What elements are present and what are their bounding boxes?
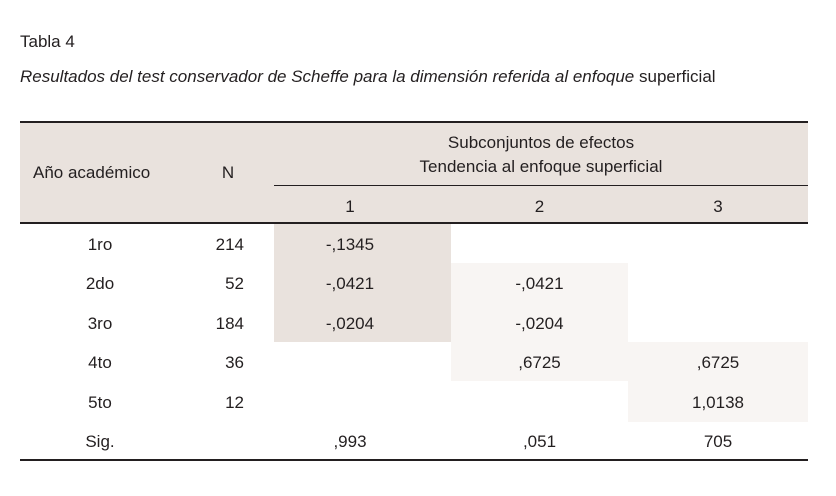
- row-1-n: 214: [215, 235, 244, 254]
- row-3-year: 3ro: [87, 314, 113, 333]
- subset-3-shading: [628, 342, 808, 422]
- row-1-year: 1ro: [87, 235, 113, 254]
- row-5-year: 5to: [88, 393, 112, 412]
- row-4-year: 4to: [88, 353, 112, 372]
- sig-label: Sig.: [85, 432, 115, 451]
- header-bottom-rule: [20, 222, 808, 224]
- header-year: Año académico: [33, 163, 151, 182]
- subset-1-shading: [274, 224, 451, 342]
- row-1-subset-1: -,1345: [325, 235, 375, 254]
- header-n: N: [221, 163, 235, 182]
- scheffe-results-table: Año académico N Subconjuntos de efectos …: [20, 121, 808, 461]
- sig-subset-2: ,051: [522, 432, 557, 451]
- caption-title-italic: Resultados del test conservador de Schef…: [20, 67, 635, 86]
- table-header-background: [20, 121, 808, 223]
- row-5-n: 12: [225, 393, 244, 412]
- row-3-subset-1: -,0204: [325, 314, 375, 333]
- row-4-subset-2: ,6725: [518, 353, 561, 372]
- subset-header-rule: [274, 185, 808, 186]
- top-rule: [20, 121, 808, 123]
- row-2-subset-1: -,0421: [325, 274, 375, 293]
- header-group-line2: Tendencia al enfoque superficial: [419, 157, 663, 176]
- header-subset-1: 1: [345, 197, 355, 216]
- row-2-year: 2do: [85, 274, 115, 293]
- caption-title-regular: superficial: [639, 67, 716, 86]
- header-subset-2: 2: [534, 197, 545, 216]
- row-4-n: 36: [225, 353, 244, 372]
- subset-2-shading: [451, 263, 628, 381]
- table-caption-label: Tabla 4: [20, 32, 75, 51]
- table-caption-title: Resultados del test conservador de Schef…: [20, 67, 716, 87]
- sig-subset-3: 705: [703, 432, 733, 451]
- row-2-subset-2: -,0421: [515, 274, 564, 293]
- row-2-n: 52: [225, 274, 244, 293]
- sig-subset-1: ,993: [333, 432, 367, 451]
- row-4-subset-3: ,6725: [696, 353, 740, 372]
- row-3-subset-2: -,0204: [515, 314, 564, 333]
- bottom-rule: [20, 459, 808, 461]
- row-5-subset-3: 1,0138: [692, 393, 744, 412]
- row-3-n: 184: [215, 314, 244, 333]
- header-subset-3: 3: [713, 197, 723, 216]
- header-group-line1: Subconjuntos de efectos: [447, 133, 635, 152]
